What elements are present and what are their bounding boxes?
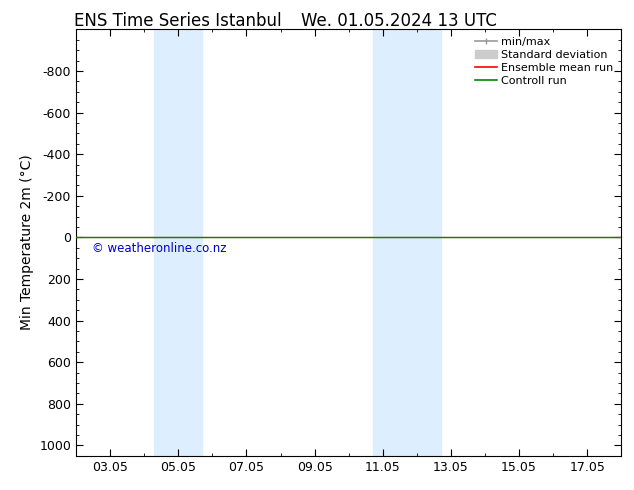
Legend: min/max, Standard deviation, Ensemble mean run, Controll run: min/max, Standard deviation, Ensemble me… <box>470 33 618 90</box>
Y-axis label: Min Temperature 2m (°C): Min Temperature 2m (°C) <box>20 155 34 330</box>
Text: We. 01.05.2024 13 UTC: We. 01.05.2024 13 UTC <box>302 12 497 30</box>
Bar <box>373 29 441 456</box>
Text: ENS Time Series Istanbul: ENS Time Series Istanbul <box>74 12 281 30</box>
Bar <box>155 29 202 456</box>
Text: © weatheronline.co.nz: © weatheronline.co.nz <box>93 243 227 255</box>
